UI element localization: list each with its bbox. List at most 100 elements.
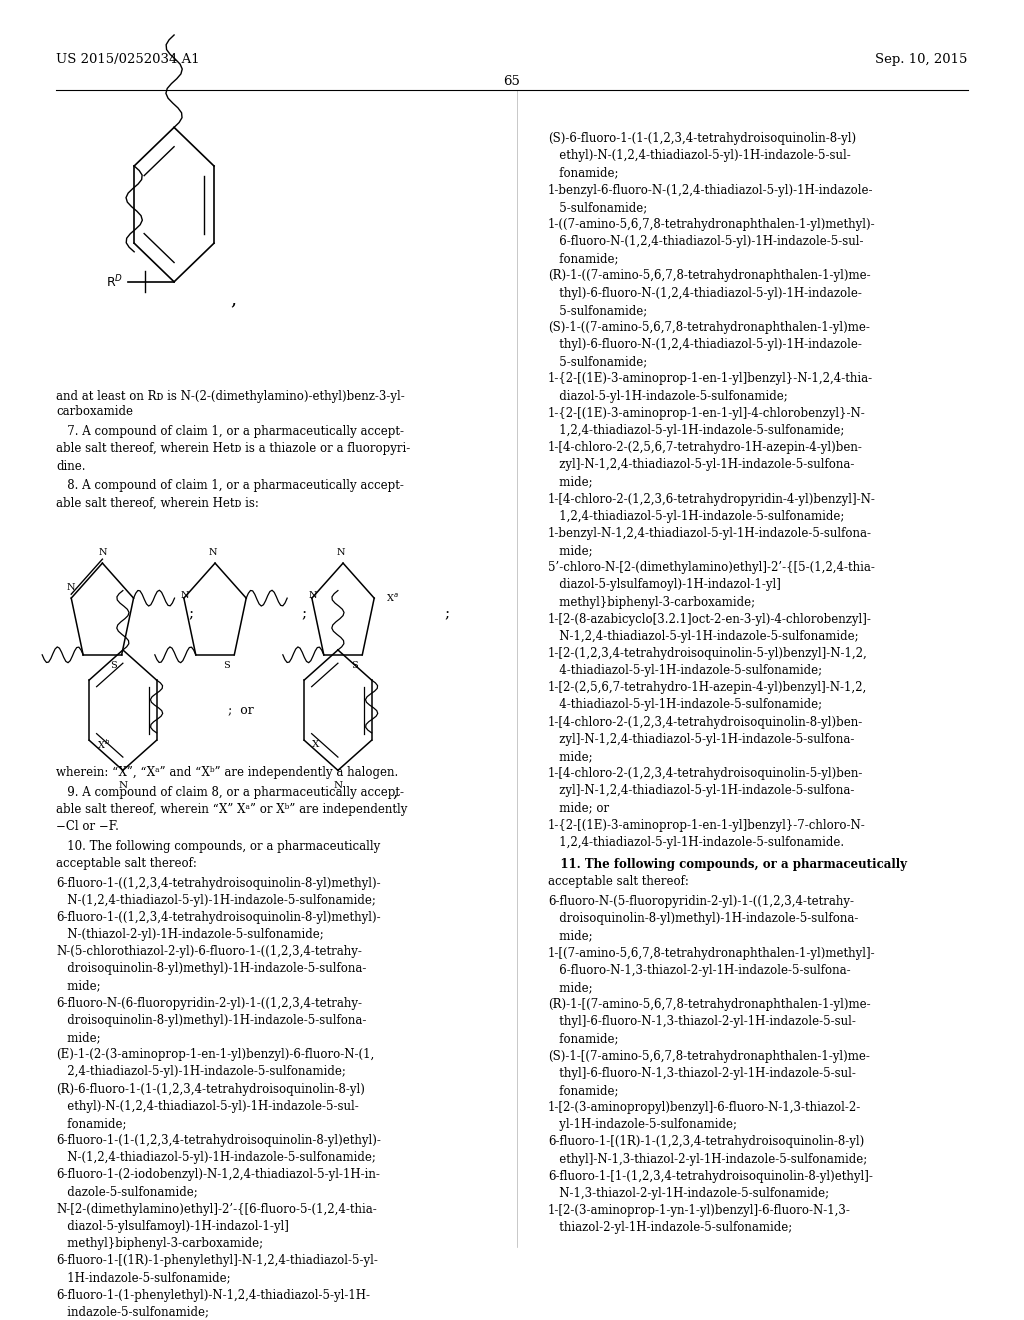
Text: 5’-chloro-N-[2-(dimethylamino)ethyl]-2’-{[5-(1,2,4-thia-: 5’-chloro-N-[2-(dimethylamino)ethyl]-2’-… [548, 561, 874, 574]
Text: wherein: “X”, “Xᵃ” and “Xᵇ” are independently a halogen.: wherein: “X”, “Xᵃ” and “Xᵇ” are independ… [56, 766, 398, 779]
Text: ethyl)-N-(1,2,4-thiadiazol-5-yl)-1H-indazole-5-sul-: ethyl)-N-(1,2,4-thiadiazol-5-yl)-1H-inda… [548, 149, 851, 162]
Text: 1-[2-(8-azabicyclo[3.2.1]oct-2-en-3-yl)-4-chlorobenzyl]-: 1-[2-(8-azabicyclo[3.2.1]oct-2-en-3-yl)-… [548, 612, 871, 626]
Text: US 2015/0252034 A1: US 2015/0252034 A1 [56, 53, 200, 66]
Text: ,: , [230, 290, 237, 309]
Text: N-(1,2,4-thiadiazol-5-yl)-1H-indazole-5-sulfonamide;: N-(1,2,4-thiadiazol-5-yl)-1H-indazole-5-… [56, 1151, 376, 1164]
Text: 1-[4-chloro-2-(1,2,3,6-tetrahydropyridin-4-yl)benzyl]-N-: 1-[4-chloro-2-(1,2,3,6-tetrahydropyridin… [548, 492, 876, 506]
Text: 6-fluoro-1-((1,2,3,4-tetrahydroisoquinolin-8-yl)methyl)-: 6-fluoro-1-((1,2,3,4-tetrahydroisoquinol… [56, 911, 381, 924]
Text: 6-fluoro-N-(1,2,4-thiadiazol-5-yl)-1H-indazole-5-sul-: 6-fluoro-N-(1,2,4-thiadiazol-5-yl)-1H-in… [548, 235, 863, 248]
Text: 1-benzyl-6-fluoro-N-(1,2,4-thiadiazol-5-yl)-1H-indazole-: 1-benzyl-6-fluoro-N-(1,2,4-thiadiazol-5-… [548, 183, 873, 197]
Text: 1,2,4-thiadiazol-5-yl-1H-indazole-5-sulfonamide;: 1,2,4-thiadiazol-5-yl-1H-indazole-5-sulf… [548, 424, 844, 437]
Text: X: X [312, 739, 319, 748]
Text: 6-fluoro-N-(5-fluoropyridin-2-yl)-1-((1,2,3,4-tetrahy-: 6-fluoro-N-(5-fluoropyridin-2-yl)-1-((1,… [548, 895, 854, 908]
Text: mide;: mide; [548, 981, 593, 994]
Text: fonamide;: fonamide; [548, 166, 618, 180]
Text: 6-fluoro-1-[(1R)-1-phenylethyl]-N-1,2,4-thiadiazol-5-yl-: 6-fluoro-1-[(1R)-1-phenylethyl]-N-1,2,4-… [56, 1254, 378, 1267]
Text: ,: , [392, 784, 397, 800]
Text: 8. A compound of claim 1, or a pharmaceutically accept-: 8. A compound of claim 1, or a pharmaceu… [56, 479, 404, 492]
Text: 5-sulfonamide;: 5-sulfonamide; [548, 201, 647, 214]
Text: 9. A compound of claim 8, or a pharmaceutically accept-: 9. A compound of claim 8, or a pharmaceu… [56, 785, 404, 799]
Text: X$^a$: X$^a$ [386, 591, 399, 605]
Text: (S)-1-((7-amino-5,6,7,8-tetrahydronaphthalen-1-yl)me-: (S)-1-((7-amino-5,6,7,8-tetrahydronaphth… [548, 321, 869, 334]
Text: 6-fluoro-1-((1,2,3,4-tetrahydroisoquinolin-8-yl)methyl)-: 6-fluoro-1-((1,2,3,4-tetrahydroisoquinol… [56, 876, 381, 890]
Text: methyl}biphenyl-3-carboxamide;: methyl}biphenyl-3-carboxamide; [548, 595, 755, 609]
Text: indazole-5-sulfonamide;: indazole-5-sulfonamide; [56, 1305, 209, 1319]
Text: 6-fluoro-1-[(1R)-1-(1,2,3,4-tetrahydroisoquinolin-8-yl): 6-fluoro-1-[(1R)-1-(1,2,3,4-tetrahydrois… [548, 1135, 864, 1148]
Text: 1-[2-(3-aminoprop-1-yn-1-yl)benzyl]-6-fluoro-N-1,3-: 1-[2-(3-aminoprop-1-yn-1-yl)benzyl]-6-fl… [548, 1204, 851, 1217]
Text: ethyl)-N-(1,2,4-thiadiazol-5-yl)-1H-indazole-5-sul-: ethyl)-N-(1,2,4-thiadiazol-5-yl)-1H-inda… [56, 1100, 359, 1113]
Text: 6-fluoro-1-(1-(1,2,3,4-tetrahydroisoquinolin-8-yl)ethyl)-: 6-fluoro-1-(1-(1,2,3,4-tetrahydroisoquin… [56, 1134, 381, 1147]
Text: 1-benzyl-N-1,2,4-thiadiazol-5-yl-1H-indazole-5-sulfona-: 1-benzyl-N-1,2,4-thiadiazol-5-yl-1H-inda… [548, 527, 871, 540]
Text: fonamide;: fonamide; [56, 1117, 127, 1130]
Text: 1H-indazole-5-sulfonamide;: 1H-indazole-5-sulfonamide; [56, 1271, 231, 1284]
Text: thyl)-6-fluoro-N-(1,2,4-thiadiazol-5-yl)-1H-indazole-: thyl)-6-fluoro-N-(1,2,4-thiadiazol-5-yl)… [548, 338, 862, 351]
Text: 1-[2-(1,2,3,4-tetrahydroisoquinolin-5-yl)benzyl]-N-1,2,: 1-[2-(1,2,3,4-tetrahydroisoquinolin-5-yl… [548, 647, 867, 660]
Text: mide;: mide; [548, 544, 593, 557]
Text: $\mathsf{R}^D$: $\mathsf{R}^D$ [105, 273, 123, 290]
Text: 1-[2-(3-aminopropyl)benzyl]-6-fluoro-N-1,3-thiazol-2-: 1-[2-(3-aminopropyl)benzyl]-6-fluoro-N-1… [548, 1101, 861, 1114]
Text: 1-[4-chloro-2-(2,5,6,7-tetrahydro-1H-azepin-4-yl)ben-: 1-[4-chloro-2-(2,5,6,7-tetrahydro-1H-aze… [548, 441, 862, 454]
Text: diazol-5-ylsulfamoyl)-1H-indazol-1-yl]: diazol-5-ylsulfamoyl)-1H-indazol-1-yl] [548, 578, 780, 591]
Text: fonamide;: fonamide; [548, 252, 618, 265]
Text: 1-{2-[(1E)-3-aminoprop-1-en-1-yl]benzyl}-N-1,2,4-thia-: 1-{2-[(1E)-3-aminoprop-1-en-1-yl]benzyl}… [548, 372, 873, 385]
Text: Sep. 10, 2015: Sep. 10, 2015 [876, 53, 968, 66]
Text: (R)-1-((7-amino-5,6,7,8-tetrahydronaphthalen-1-yl)me-: (R)-1-((7-amino-5,6,7,8-tetrahydronaphth… [548, 269, 870, 282]
Text: S: S [111, 661, 117, 671]
Text: thiazol-2-yl-1H-indazole-5-sulfonamide;: thiazol-2-yl-1H-indazole-5-sulfonamide; [548, 1221, 793, 1234]
Text: X$^b$: X$^b$ [97, 738, 111, 751]
Text: ;: ; [188, 607, 195, 620]
Text: 5-sulfonamide;: 5-sulfonamide; [548, 355, 647, 368]
Text: 6-fluoro-N-1,3-thiazol-2-yl-1H-indazole-5-sulfona-: 6-fluoro-N-1,3-thiazol-2-yl-1H-indazole-… [548, 964, 851, 977]
Text: thyl]-6-fluoro-N-1,3-thiazol-2-yl-1H-indazole-5-sul-: thyl]-6-fluoro-N-1,3-thiazol-2-yl-1H-ind… [548, 1067, 856, 1080]
Text: thyl)-6-fluoro-N-(1,2,4-thiadiazol-5-yl)-1H-indazole-: thyl)-6-fluoro-N-(1,2,4-thiadiazol-5-yl)… [548, 286, 862, 300]
Text: (S)-1-[(7-amino-5,6,7,8-tetrahydronaphthalen-1-yl)me-: (S)-1-[(7-amino-5,6,7,8-tetrahydronaphth… [548, 1049, 869, 1063]
Text: 10. The following compounds, or a pharmaceutically: 10. The following compounds, or a pharma… [56, 840, 381, 853]
Text: droisoquinolin-8-yl)methyl)-1H-indazole-5-sulfona-: droisoquinolin-8-yl)methyl)-1H-indazole-… [56, 1014, 367, 1027]
Text: and at least on Rᴅ is N-(2-(dimethylamino)-ethyl)benz-3-yl-: and at least on Rᴅ is N-(2-(dimethylamin… [56, 389, 406, 403]
Text: 6-fluoro-1-[1-(1,2,3,4-tetrahydroisoquinolin-8-yl)ethyl]-: 6-fluoro-1-[1-(1,2,3,4-tetrahydroisoquin… [548, 1170, 872, 1183]
Text: 1-((7-amino-5,6,7,8-tetrahydronaphthalen-1-yl)methyl)-: 1-((7-amino-5,6,7,8-tetrahydronaphthalen… [548, 218, 876, 231]
Text: 6-fluoro-1-(1-phenylethyl)-N-1,2,4-thiadiazol-5-yl-1H-: 6-fluoro-1-(1-phenylethyl)-N-1,2,4-thiad… [56, 1288, 371, 1302]
Text: 1-[4-chloro-2-(1,2,3,4-tetrahydroisoquinolin-8-yl)ben-: 1-[4-chloro-2-(1,2,3,4-tetrahydroisoquin… [548, 715, 863, 729]
Text: fonamide;: fonamide; [548, 1032, 618, 1045]
Text: 1-[2-(2,5,6,7-tetrahydro-1H-azepin-4-yl)benzyl]-N-1,2,: 1-[2-(2,5,6,7-tetrahydro-1H-azepin-4-yl)… [548, 681, 867, 694]
Text: 6-fluoro-1-(2-iodobenzyl)-N-1,2,4-thiadiazol-5-yl-1H-in-: 6-fluoro-1-(2-iodobenzyl)-N-1,2,4-thiadi… [56, 1168, 380, 1181]
Text: able salt thereof, wherein Hetᴅ is:: able salt thereof, wherein Hetᴅ is: [56, 496, 259, 510]
Text: 1-{2-[(1E)-3-aminoprop-1-en-1-yl]benzyl}-7-chloro-N-: 1-{2-[(1E)-3-aminoprop-1-en-1-yl]benzyl}… [548, 818, 865, 832]
Text: N-1,3-thiazol-2-yl-1H-indazole-5-sulfonamide;: N-1,3-thiazol-2-yl-1H-indazole-5-sulfona… [548, 1187, 829, 1200]
Text: 1-{2-[(1E)-3-aminoprop-1-en-1-yl]-4-chlorobenzyl}-N-: 1-{2-[(1E)-3-aminoprop-1-en-1-yl]-4-chlo… [548, 407, 865, 420]
Text: dine.: dine. [56, 459, 86, 473]
Text: S: S [351, 661, 357, 671]
Text: methyl}biphenyl-3-carboxamide;: methyl}biphenyl-3-carboxamide; [56, 1237, 263, 1250]
Text: diazol-5-yl-1H-indazole-5-sulfonamide;: diazol-5-yl-1H-indazole-5-sulfonamide; [548, 389, 787, 403]
Text: N: N [337, 548, 345, 557]
Text: ;  or: ; or [228, 704, 254, 717]
Text: N: N [180, 591, 189, 601]
Text: able salt thereof, wherein Hetᴅ is a thiazole or a fluoropyri-: able salt thereof, wherein Hetᴅ is a thi… [56, 442, 411, 455]
Text: N: N [209, 548, 217, 557]
Text: ;: ; [444, 607, 451, 620]
Text: able salt thereof, wherein “X” Xᵃ” or Xᵇ” are independently: able salt thereof, wherein “X” Xᵃ” or Xᵇ… [56, 803, 408, 816]
Text: mide; or: mide; or [548, 801, 609, 814]
Text: zyl]-N-1,2,4-thiadiazol-5-yl-1H-indazole-5-sulfona-: zyl]-N-1,2,4-thiadiazol-5-yl-1H-indazole… [548, 458, 854, 471]
Text: dazole-5-sulfonamide;: dazole-5-sulfonamide; [56, 1185, 198, 1199]
Text: 1-[4-chloro-2-(1,2,3,4-tetrahydroisoquinolin-5-yl)ben-: 1-[4-chloro-2-(1,2,3,4-tetrahydroisoquin… [548, 767, 863, 780]
Text: 4-thiadiazol-5-yl-1H-indazole-5-sulfonamide;: 4-thiadiazol-5-yl-1H-indazole-5-sulfonam… [548, 698, 822, 711]
Text: acceptable salt thereof:: acceptable salt thereof: [548, 875, 689, 888]
Text: diazol-5-ylsulfamoyl)-1H-indazol-1-yl]: diazol-5-ylsulfamoyl)-1H-indazol-1-yl] [56, 1220, 289, 1233]
Text: mide;: mide; [548, 929, 593, 942]
Text: N: N [334, 781, 342, 789]
Text: N-[2-(dimethylamino)ethyl]-2’-{[6-fluoro-5-(1,2,4-thia-: N-[2-(dimethylamino)ethyl]-2’-{[6-fluoro… [56, 1203, 377, 1216]
Text: N-(5-chlorothiazol-2-yl)-6-fluoro-1-((1,2,3,4-tetrahy-: N-(5-chlorothiazol-2-yl)-6-fluoro-1-((1,… [56, 945, 362, 958]
Text: mide;: mide; [56, 1031, 101, 1044]
Text: N-1,2,4-thiadiazol-5-yl-1H-indazole-5-sulfonamide;: N-1,2,4-thiadiazol-5-yl-1H-indazole-5-su… [548, 630, 858, 643]
Text: 1-[(7-amino-5,6,7,8-tetrahydronaphthalen-1-yl)methyl]-: 1-[(7-amino-5,6,7,8-tetrahydronaphthalen… [548, 946, 876, 960]
Text: acceptable salt thereof:: acceptable salt thereof: [56, 857, 198, 870]
Text: (S)-6-fluoro-1-(1-(1,2,3,4-tetrahydroisoquinolin-8-yl): (S)-6-fluoro-1-(1-(1,2,3,4-tetrahydroiso… [548, 132, 856, 145]
Text: droisoquinolin-8-yl)methyl)-1H-indazole-5-sulfona-: droisoquinolin-8-yl)methyl)-1H-indazole-… [548, 912, 858, 925]
Text: carboxamide: carboxamide [56, 405, 133, 418]
Text: N-(thiazol-2-yl)-1H-indazole-5-sulfonamide;: N-(thiazol-2-yl)-1H-indazole-5-sulfonami… [56, 928, 324, 941]
Text: 5-sulfonamide;: 5-sulfonamide; [548, 304, 647, 317]
Text: 1,2,4-thiadiazol-5-yl-1H-indazole-5-sulfonamide.: 1,2,4-thiadiazol-5-yl-1H-indazole-5-sulf… [548, 836, 844, 849]
Text: (R)-1-[(7-amino-5,6,7,8-tetrahydronaphthalen-1-yl)me-: (R)-1-[(7-amino-5,6,7,8-tetrahydronaphth… [548, 998, 870, 1011]
